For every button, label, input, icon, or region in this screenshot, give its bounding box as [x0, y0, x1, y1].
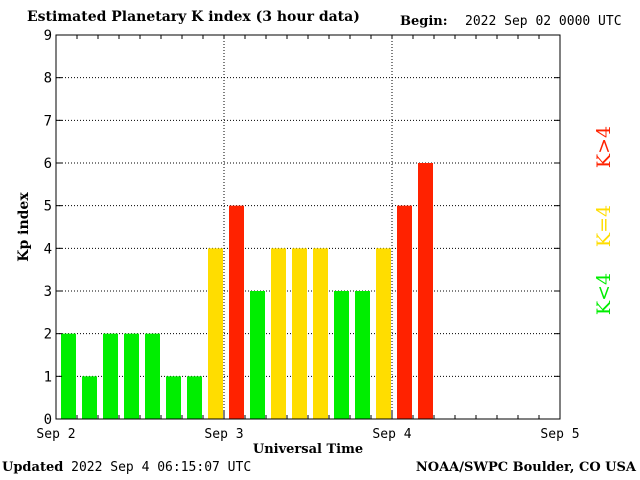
y-tick-label: 5: [44, 199, 52, 215]
x-tick-label: Sep 4: [372, 427, 411, 442]
y-tick-label: 9: [44, 28, 52, 44]
kp-bar: [313, 248, 328, 419]
axis-ticks: 0 1 2 3 4 5 6 7 8 9 Sep 2 Sep 3 Sep 4 Sep 5: [36, 28, 579, 442]
begin-timestamp: 2022 Sep 02 0000 UTC: [465, 14, 622, 29]
kp-bar: [397, 205, 412, 419]
kp-bar: [271, 248, 286, 419]
kp-bar: [166, 376, 181, 419]
x-axis-label: Universal Time: [253, 442, 363, 457]
begin-label: Begin:: [400, 14, 448, 29]
kp-bar: [187, 376, 202, 419]
legend-item: K<4: [593, 273, 615, 315]
kp-bar: [418, 163, 433, 419]
kp-bar: [82, 376, 97, 419]
kp-bar: [145, 333, 160, 419]
y-tick-label: 1: [44, 369, 52, 385]
y-tick-label: 2: [44, 327, 52, 343]
y-tick-label: 7: [44, 113, 52, 129]
kp-bar: [292, 248, 307, 419]
y-tick-label: 3: [44, 284, 52, 300]
kp-bar: [376, 248, 391, 419]
y-tick-label: 8: [44, 71, 52, 87]
kp-bar: [355, 291, 370, 419]
y-axis-label: Kp index: [16, 192, 32, 262]
kp-bar: [229, 205, 244, 419]
y-tick-label: 4: [44, 241, 52, 257]
y-tick-label: 6: [44, 156, 52, 172]
y-tick-label: 0: [44, 412, 52, 428]
kp-bar: [103, 333, 118, 419]
credit-text: NOAA/SWPC Boulder, CO USA: [415, 460, 636, 475]
x-tick-label: Sep 2: [36, 427, 75, 442]
kp-bar: [124, 333, 139, 419]
legend: K>4 K=4 K<4: [593, 126, 615, 315]
chart-title: Estimated Planetary K index (3 hour data…: [27, 9, 360, 25]
x-tick-label: Sep 3: [204, 427, 243, 442]
kp-bar: [208, 248, 223, 419]
updated-label: Updated: [2, 460, 64, 475]
bars-group: [61, 163, 433, 419]
kp-bar: [250, 291, 265, 419]
legend-item: K=4: [593, 205, 615, 247]
legend-item: K>4: [593, 126, 615, 168]
kp-bar: [61, 333, 76, 419]
kp-bar: [334, 291, 349, 419]
updated-timestamp: Updated 2022 Sep 4 06:15:07 UTC: [2, 460, 251, 475]
grid-lines: [56, 35, 560, 419]
x-tick-label: Sep 5: [540, 427, 579, 442]
updated-value: 2022 Sep 4 06:15:07 UTC: [71, 460, 252, 475]
